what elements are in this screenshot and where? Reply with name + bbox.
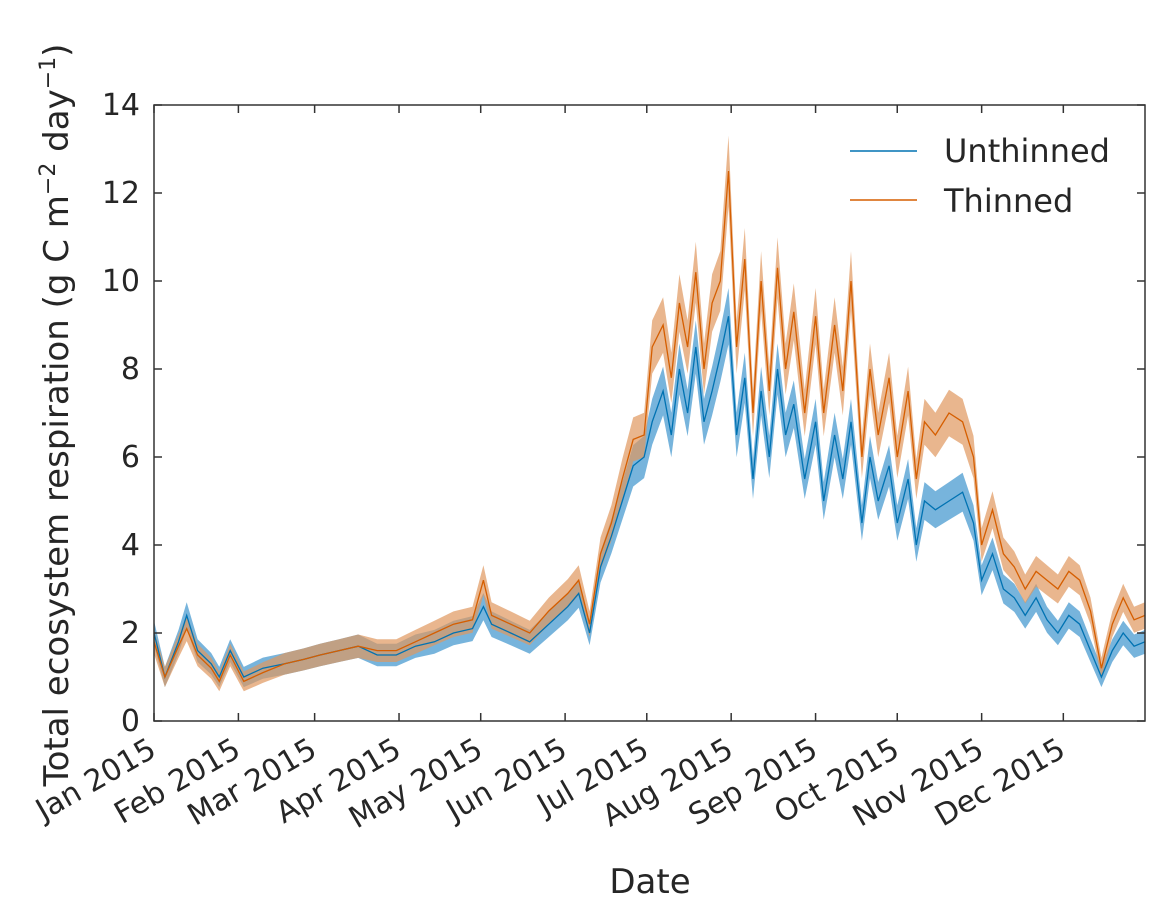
y-tick-label: 6 [121,440,140,475]
legend-label-thinned: Thinned [943,182,1073,220]
x-axis-title: Date [609,862,690,902]
y-tick-label: 4 [121,528,140,563]
legend: Unthinned Thinned [850,132,1110,220]
uncertainty-bands [154,135,1145,692]
y-axis-title-main: Total ecosystem respiration (g C m [37,195,77,787]
y-tick-label: 0 [121,704,140,739]
y-axis-title-sup1: −2 [36,163,61,195]
band-thinned [154,135,1145,692]
y-tick-label: 14 [102,88,140,123]
y-axis-title: Total ecosystem respiration (g C m−2 day… [36,44,77,788]
line-unthinned [153,316,1146,680]
y-tick-label: 8 [121,352,140,387]
legend-label-unthinned: Unthinned [944,132,1110,170]
y-tick-label: 10 [102,264,140,299]
y-tick-label: 2 [121,616,140,651]
plot-frame [153,104,1146,722]
y-axis: 0 2 4 6 8 10 12 14 [102,88,1145,739]
series-lines [153,170,1146,683]
y-tick-label: 12 [102,176,140,211]
line-thinned [153,170,1146,683]
y-axis-title-sup2: −1 [36,57,61,89]
band-unthinned [154,288,1145,688]
y-axis-title-end: ) [37,44,77,57]
y-axis-title-mid: day [37,89,77,162]
